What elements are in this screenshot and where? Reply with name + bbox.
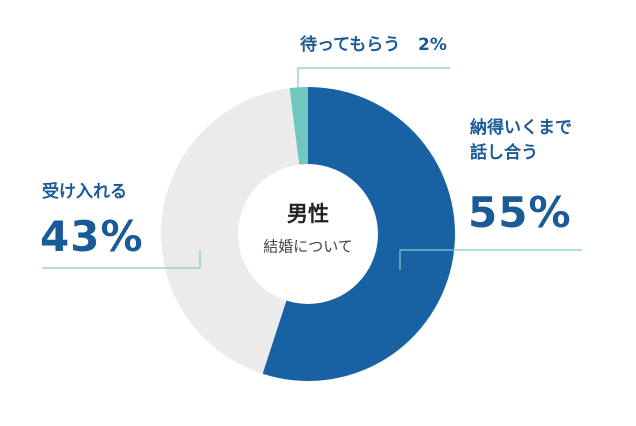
value-label: 2% bbox=[418, 35, 447, 55]
category-label: 受け入れる bbox=[42, 182, 127, 202]
donut-segment bbox=[160, 88, 308, 374]
value-label: 43% bbox=[40, 212, 144, 261]
leader-line bbox=[297, 67, 450, 90]
leader-line bbox=[399, 249, 582, 270]
donut-hole bbox=[238, 164, 378, 304]
category-label: 待ってもらう bbox=[300, 35, 401, 55]
leader-line bbox=[42, 250, 201, 269]
category-label: 納得いくまで話し合う bbox=[470, 118, 572, 163]
chart-subtitle: 結婚について bbox=[263, 238, 353, 256]
value-label: 55% bbox=[468, 188, 572, 237]
chart-title: 男性 bbox=[287, 202, 329, 226]
